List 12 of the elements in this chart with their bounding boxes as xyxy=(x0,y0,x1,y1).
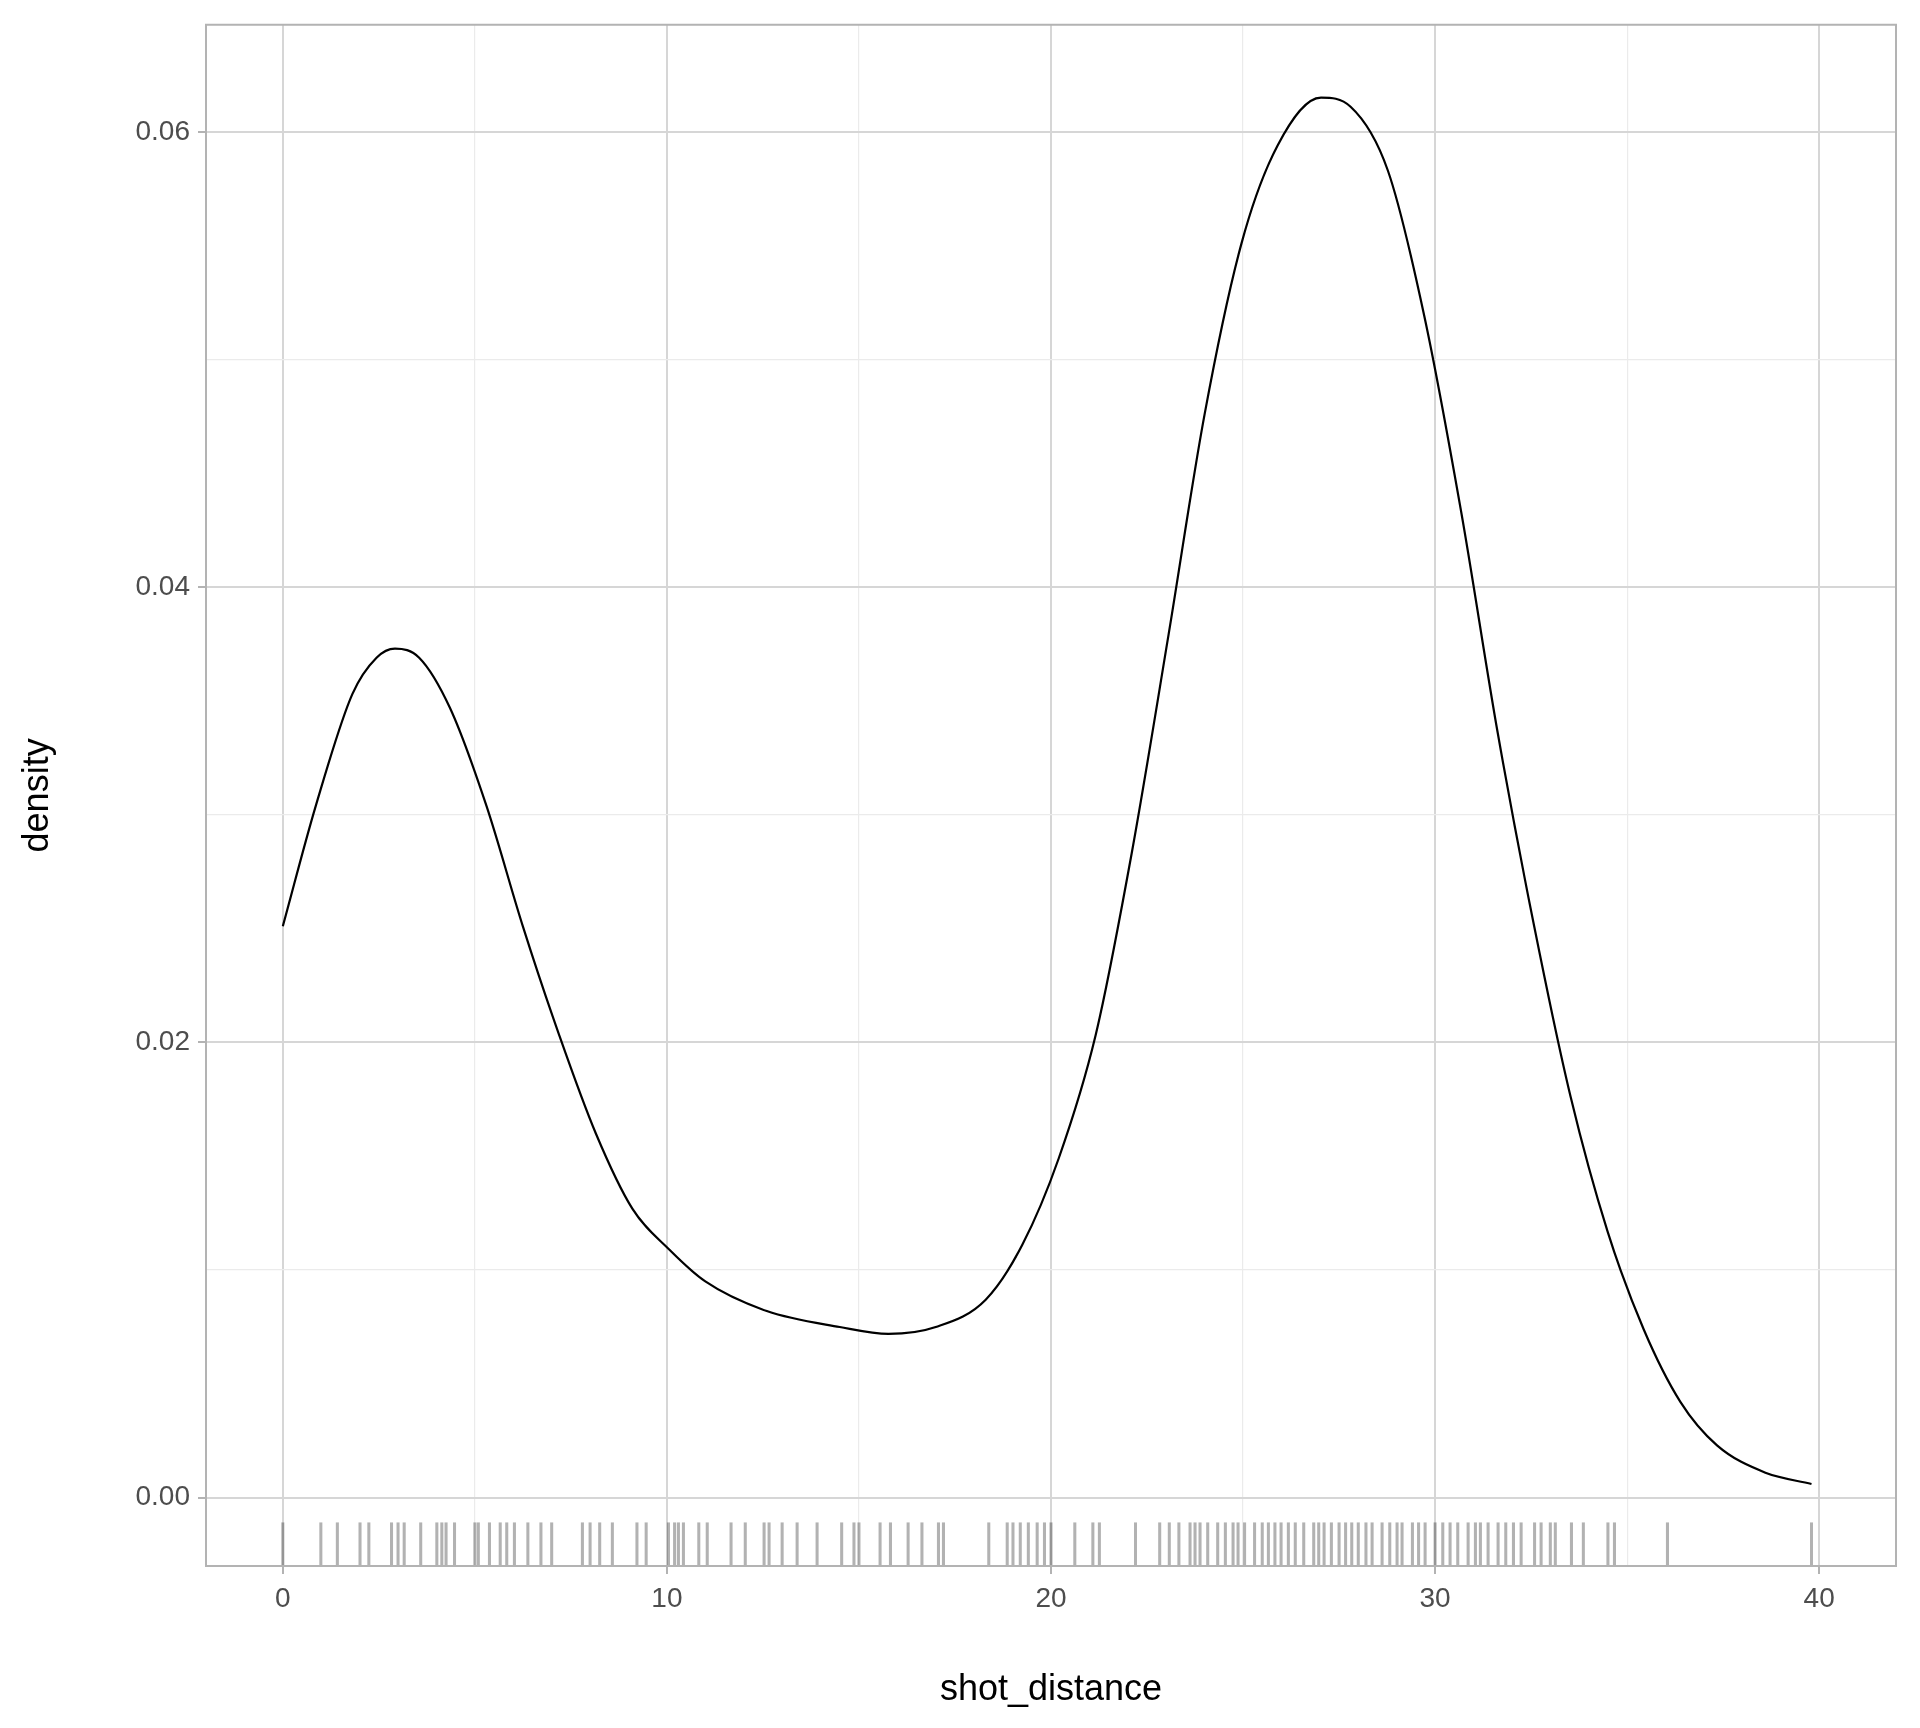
x-tick-label: 10 xyxy=(651,1581,683,1613)
y-tick-label: 0.04 xyxy=(135,569,190,601)
y-tick-label: 0.00 xyxy=(135,1480,190,1512)
line-series xyxy=(281,96,1813,1486)
x-tick-label: 20 xyxy=(1035,1581,1067,1613)
x-axis-title: shot_distance xyxy=(939,1667,1163,1709)
y-axis-title: density xyxy=(14,738,56,853)
y-tick-label: 0.02 xyxy=(135,1025,190,1057)
y-tick-label: 0.06 xyxy=(135,114,190,146)
x-tick-label: 30 xyxy=(1419,1581,1451,1613)
x-tick-label: 40 xyxy=(1803,1581,1835,1613)
x-tick-label: 0 xyxy=(275,1581,291,1613)
